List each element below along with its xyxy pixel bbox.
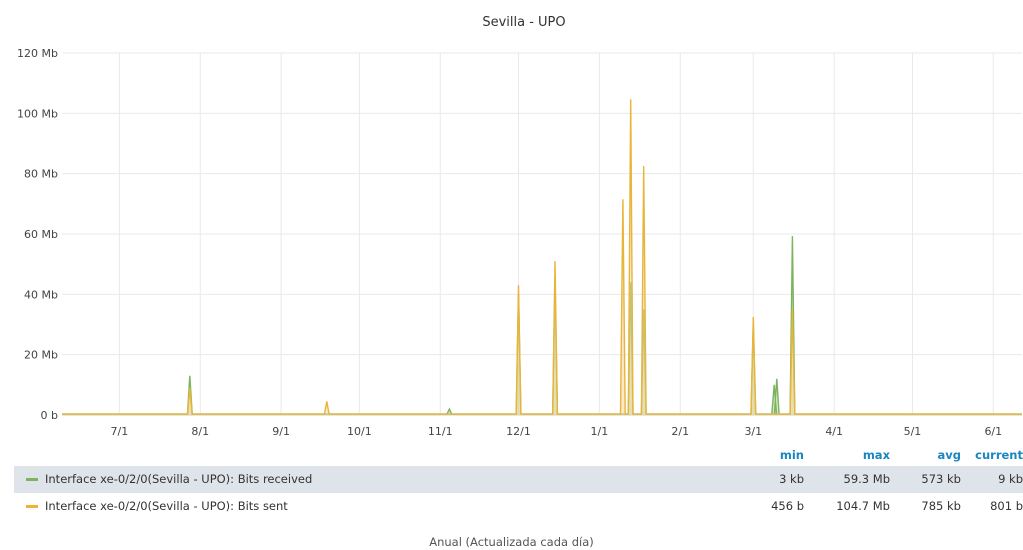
legend-avg-value: 785 kb	[921, 499, 961, 513]
series-area-received	[62, 236, 1022, 415]
series-line-sent	[62, 99, 1022, 415]
legend-row-received[interactable]: Interface xe-0/2/0(Sevilla - UPO): Bits …	[14, 466, 1023, 493]
legend-header: min max avg current	[14, 446, 1023, 466]
x-tick-label: 9/1	[272, 425, 290, 438]
chart-title: Sevilla - UPO	[482, 15, 565, 30]
legend-row-sent[interactable]: Interface xe-0/2/0(Sevilla - UPO): Bits …	[14, 493, 1023, 520]
legend-header-avg: avg	[937, 448, 962, 462]
y-tick-label: 100 Mb	[17, 107, 58, 120]
legend-swatch-received	[26, 478, 38, 481]
y-tick-label: 120 Mb	[17, 47, 58, 60]
chart-footer: Anual (Actualizada cada día)	[429, 535, 594, 549]
legend-avg-value: 573 kb	[921, 472, 961, 486]
legend-current-value: 801 b	[990, 499, 1023, 513]
y-tick-label: 60 Mb	[24, 228, 58, 241]
x-tick-label: 11/1	[428, 425, 453, 438]
legend-series-name: Interface xe-0/2/0(Sevilla - UPO): Bits …	[45, 472, 313, 486]
x-tick-label: 3/1	[744, 425, 762, 438]
x-tick-label: 5/1	[904, 425, 922, 438]
legend-max-value: 59.3 Mb	[843, 472, 890, 486]
x-tick-label: 12/1	[506, 425, 531, 438]
chart-legend: min max avg current Interface xe-0/2/0(S…	[14, 446, 1023, 520]
legend-header-current: current	[975, 448, 1023, 462]
y-tick-label: 80 Mb	[24, 168, 58, 181]
x-tick-label: 4/1	[825, 425, 843, 438]
legend-min-value: 456 b	[771, 499, 804, 513]
y-tick-label: 40 Mb	[24, 288, 58, 301]
series-line-received	[62, 236, 1022, 415]
y-tick-label: 0 b	[41, 409, 58, 422]
series-area-sent	[62, 99, 1022, 415]
legend-header-max: max	[862, 448, 890, 462]
x-tick-label: 7/1	[111, 425, 129, 438]
legend-series-name: Interface xe-0/2/0(Sevilla - UPO): Bits …	[45, 499, 288, 513]
legend-current-value: 9 kb	[998, 472, 1023, 486]
x-tick-label: 8/1	[191, 425, 209, 438]
x-tick-label: 2/1	[671, 425, 689, 438]
legend-max-value: 104.7 Mb	[836, 499, 890, 513]
legend-swatch-sent	[26, 505, 38, 508]
legend-min-value: 3 kb	[779, 472, 804, 486]
chart-canvas: Sevilla - UPO 0 b 20 Mb 40 Mb 60 Mb 80 Mb 100…	[17, 15, 1022, 438]
y-tick-label: 20 Mb	[24, 349, 58, 362]
legend-header-min: min	[779, 448, 804, 462]
x-tick-label: 6/1	[984, 425, 1002, 438]
x-tick-label: 10/1	[347, 425, 372, 438]
x-tick-label: 1/1	[591, 425, 609, 438]
